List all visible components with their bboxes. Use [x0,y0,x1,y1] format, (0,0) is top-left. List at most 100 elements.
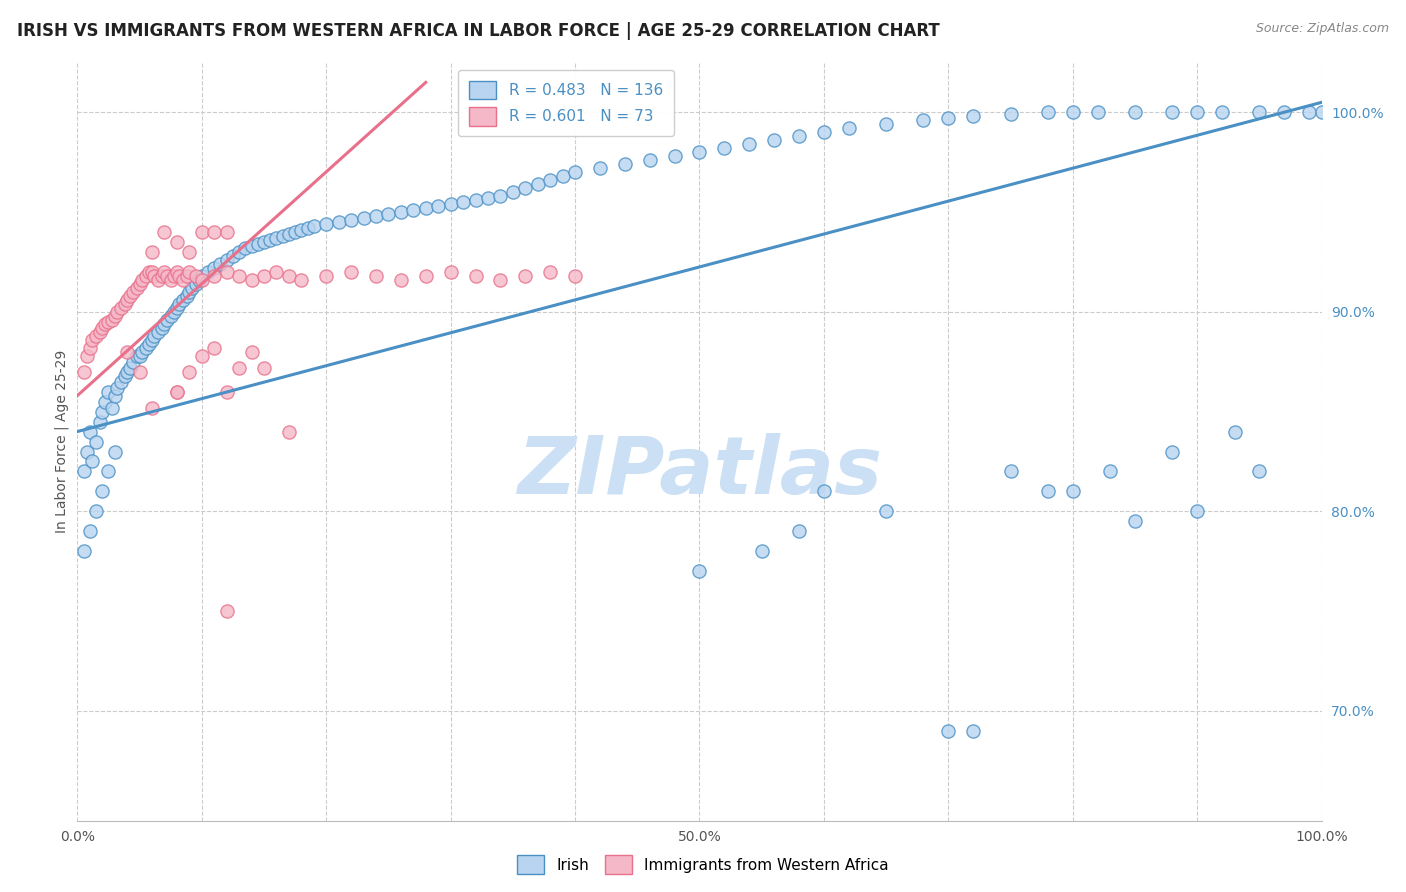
Point [128,277,150,291]
Point [340,265,363,279]
Point [101,401,124,415]
Point [589,161,612,176]
Point [266,231,288,245]
Point [638,153,661,168]
Point [689,564,711,578]
Point [141,401,163,415]
Point [115,344,138,359]
Point [277,425,299,439]
Point [489,189,512,203]
Point [179,285,201,299]
Point [402,203,425,218]
Point [875,117,897,131]
Point [84,434,107,449]
Legend: R = 0.483   N = 136, R = 0.601   N = 73: R = 0.483 N = 136, R = 0.601 N = 73 [458,70,673,136]
Point [1310,105,1333,120]
Point [564,165,586,179]
Point [215,384,238,399]
Point [202,268,225,283]
Point [215,604,238,618]
Point [141,265,163,279]
Point [538,173,561,187]
Point [215,265,238,279]
Point [141,244,163,259]
Point [141,333,163,347]
Point [179,365,201,379]
Point [936,723,959,738]
Point [1211,105,1233,120]
Point [1249,465,1271,479]
Point [93,394,115,409]
Point [176,289,198,303]
Point [115,365,138,379]
Point [564,268,586,283]
Point [82,333,104,347]
Point [389,205,412,219]
Point [277,227,299,241]
Point [962,109,984,123]
Point [1062,484,1084,499]
Point [166,384,188,399]
Point [689,145,711,160]
Point [1000,107,1022,121]
Point [114,368,136,383]
Point [125,281,148,295]
Text: IRISH VS IMMIGRANTS FROM WESTERN AFRICA IN LABOR FORCE | AGE 25-29 CORRELATION C: IRISH VS IMMIGRANTS FROM WESTERN AFRICA … [17,22,939,40]
Point [328,215,350,229]
Point [163,268,186,283]
Point [297,221,319,235]
Point [813,125,835,139]
Point [143,268,166,283]
Point [266,265,288,279]
Point [240,273,263,287]
Y-axis label: In Labor Force | Age 25-29: In Labor Force | Age 25-29 [55,350,69,533]
Point [135,268,157,283]
Point [1272,105,1295,120]
Point [176,268,198,283]
Point [271,229,294,244]
Legend: Irish, Immigrants from Western Africa: Irish, Immigrants from Western Africa [510,849,896,880]
Point [179,265,201,279]
Point [364,268,387,283]
Point [936,112,959,126]
Point [389,273,412,287]
Point [1000,465,1022,479]
Point [72,365,94,379]
Point [122,285,145,299]
Point [713,141,735,155]
Point [253,235,276,249]
Point [172,293,194,307]
Point [228,244,250,259]
Point [302,219,325,233]
Point [340,213,363,227]
Point [72,544,94,558]
Point [169,297,191,311]
Point [1062,105,1084,120]
Point [148,325,170,339]
Point [253,360,276,375]
Point [166,265,188,279]
Point [180,281,202,295]
Point [82,454,104,468]
Point [97,465,120,479]
Point [228,360,250,375]
Point [1099,465,1122,479]
Point [131,344,153,359]
Point [153,225,176,239]
Point [143,328,166,343]
Point [1123,514,1146,528]
Point [150,268,173,283]
Point [240,239,263,253]
Point [202,341,225,355]
Point [290,223,312,237]
Point [156,313,179,327]
Point [284,225,307,239]
Point [91,484,114,499]
Point [202,260,225,275]
Point [253,268,276,283]
Point [377,207,399,221]
Point [477,191,499,205]
Point [515,268,537,283]
Point [188,273,211,287]
Point [875,504,897,518]
